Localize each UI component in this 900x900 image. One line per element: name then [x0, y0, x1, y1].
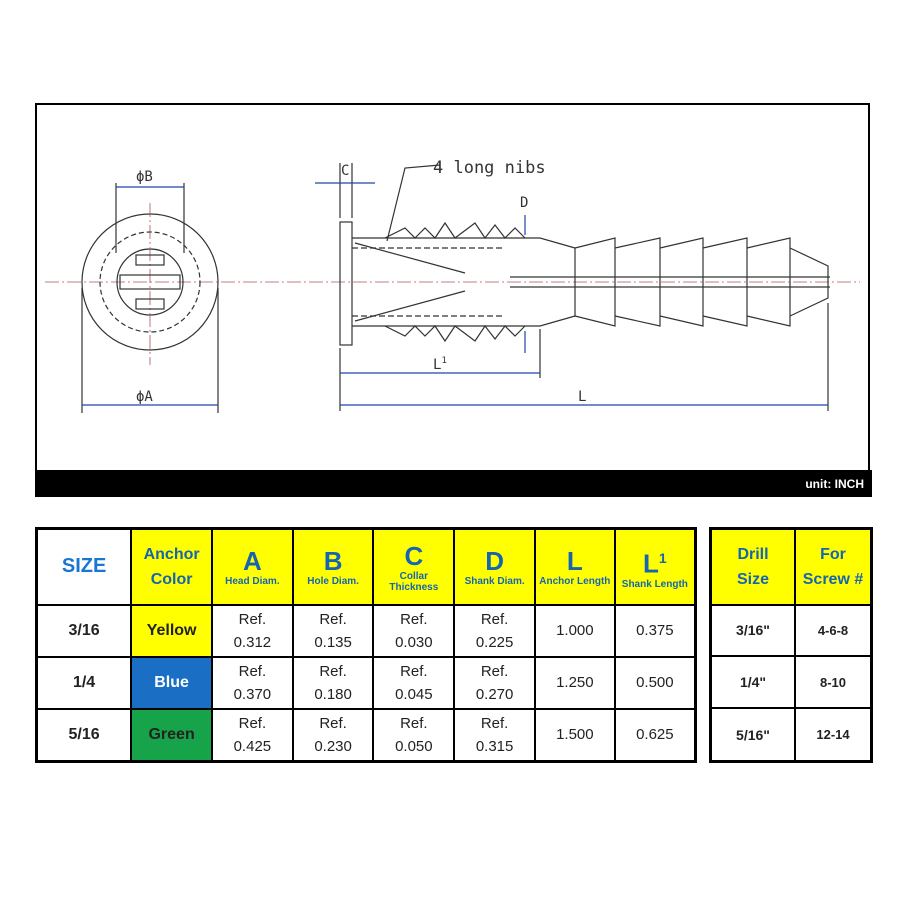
color-cell: Green: [130, 707, 214, 763]
size-cell: 1/4: [35, 655, 133, 710]
l-cell: 1.500: [533, 707, 616, 763]
drill-cell: 3/16": [709, 603, 796, 658]
l1-label: L1: [433, 356, 447, 373]
c-label: C: [341, 163, 349, 179]
d-cell: Ref. 0.225: [453, 603, 536, 658]
header-l1: L1 Shank Length: [613, 527, 697, 606]
unit-bar: unit: INCH: [35, 470, 872, 497]
c-cell: Ref. 0.030: [372, 603, 456, 658]
end-view: [81, 183, 219, 413]
drill-cell: 1/4": [709, 655, 796, 710]
l-cell: 1.250: [533, 655, 616, 710]
header-row: SIZE Anchor Color A Head Diam. B Hole Diam.…: [35, 527, 697, 606]
header-d: D Shank Diam.: [453, 527, 536, 606]
l-label: L: [578, 389, 586, 405]
table-row: 1/4 Blue Ref. 0.370 Ref. 0.180 Ref. 0.045 R…: [35, 655, 697, 710]
l1-cell: 0.500: [613, 655, 697, 710]
header-size: SIZE: [35, 527, 133, 606]
phi-b-label: ϕB: [136, 169, 153, 185]
header-b: B Hole Diam.: [291, 527, 375, 606]
color-cell: Yellow: [130, 603, 214, 658]
header-row: Drill Size For Screw #: [709, 527, 873, 606]
screw-cell: 4-6-8: [794, 603, 873, 658]
header-screw: For Screw #: [794, 527, 873, 606]
table-row: 1/4" 8-10: [709, 655, 873, 710]
table-row: 5/16" 12-14: [709, 707, 873, 763]
c-cell: Ref. 0.045: [372, 655, 456, 710]
b-cell: Ref. 0.180: [291, 655, 375, 710]
table-row: 3/16" 4-6-8: [709, 603, 873, 658]
nibs-label: 4 long nibs: [433, 158, 546, 178]
l1-cell: 0.375: [613, 603, 697, 658]
header-l: L Anchor Length: [533, 527, 616, 606]
color-cell: Blue: [130, 655, 214, 710]
d-label: D: [520, 195, 528, 211]
l1-cell: 0.625: [613, 707, 697, 763]
drill-table: Drill Size For Screw # 3/16" 4-6-8 1/4" 8-10…: [709, 527, 873, 763]
drill-cell: 5/16": [709, 707, 796, 763]
side-view: [315, 163, 830, 411]
d-cell: Ref. 0.270: [453, 655, 536, 710]
a-cell: Ref. 0.425: [211, 707, 294, 763]
size-cell: 3/16: [35, 603, 133, 658]
l-cell: 1.000: [533, 603, 616, 658]
spec-table: SIZE Anchor Color A Head Diam. B Hole Diam.…: [35, 527, 697, 763]
table-row: 5/16 Green Ref. 0.425 Ref. 0.230 Ref. 0.050…: [35, 707, 697, 763]
b-cell: Ref. 0.230: [291, 707, 375, 763]
header-a: A Head Diam.: [211, 527, 294, 606]
c-cell: Ref. 0.050: [372, 707, 456, 763]
screw-cell: 8-10: [794, 655, 873, 710]
d-cell: Ref. 0.315: [453, 707, 536, 763]
header-drill-size: Drill Size: [709, 527, 796, 606]
size-cell: 5/16: [35, 707, 133, 763]
header-anchor-color: Anchor Color: [130, 527, 214, 606]
technical-drawing: ϕB ϕA C 4 long nibs D L1 L: [45, 158, 860, 413]
a-cell: Ref. 0.312: [211, 603, 294, 658]
table-row: 3/16 Yellow Ref. 0.312 Ref. 0.135 Ref. 0.03…: [35, 603, 697, 658]
a-cell: Ref. 0.370: [211, 655, 294, 710]
unit-label: unit: INCH: [805, 477, 864, 491]
header-c: C Collar Thickness: [372, 527, 456, 606]
screw-cell: 12-14: [794, 707, 873, 763]
b-cell: Ref. 0.135: [291, 603, 375, 658]
phi-a-label: ϕA: [136, 389, 153, 405]
